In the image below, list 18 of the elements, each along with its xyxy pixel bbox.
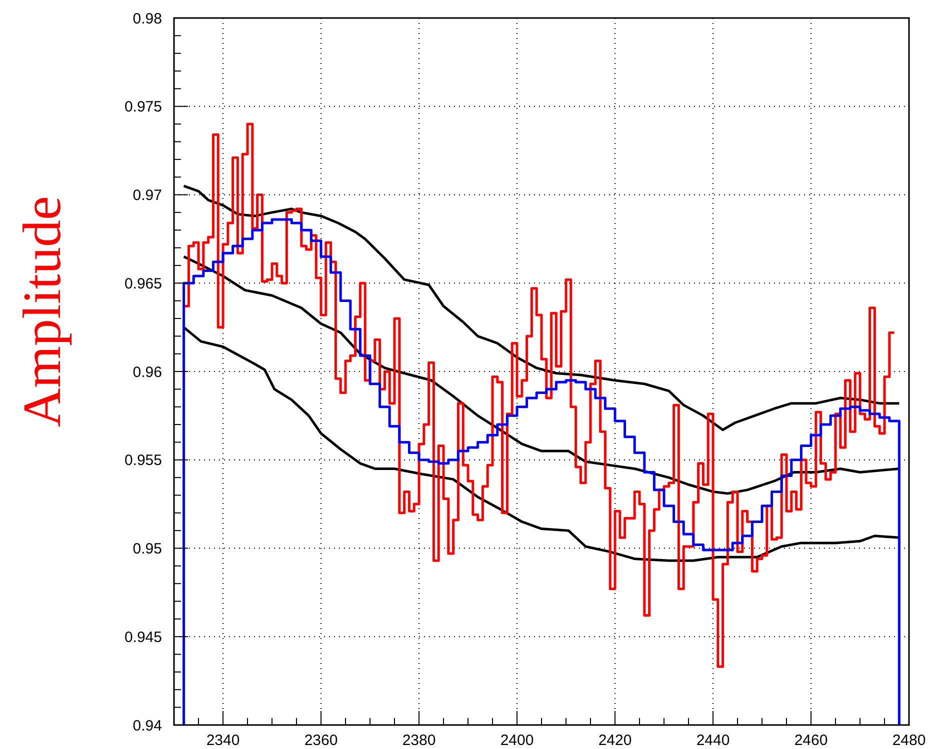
x-tick-label: 2380	[402, 732, 436, 749]
x-tick-label: 2400	[500, 732, 534, 749]
x-tick-label: 2420	[598, 732, 632, 749]
y-tick-label: 0.955	[124, 452, 162, 470]
y-tick-label: 0.965	[124, 275, 162, 292]
y-tick-label: 0.95	[132, 540, 162, 558]
y-tick-label: 0.94	[132, 717, 162, 734]
x-tick-label: 2480	[892, 732, 926, 749]
y-tick-label: 0.975	[124, 98, 162, 116]
x-tick-label: 2460	[794, 732, 828, 749]
x-tick-label: 2440	[696, 732, 730, 749]
y-axis-title: Amplitude	[12, 196, 72, 427]
y-tick-label: 0.945	[124, 628, 162, 646]
x-tick-label: 2340	[206, 732, 240, 749]
y-tick-label: 0.97	[132, 187, 162, 204]
y-tick-label: 0.96	[132, 364, 162, 381]
x-tick-label: 2360	[304, 732, 338, 749]
y-tick-label: 0.98	[132, 10, 162, 28]
